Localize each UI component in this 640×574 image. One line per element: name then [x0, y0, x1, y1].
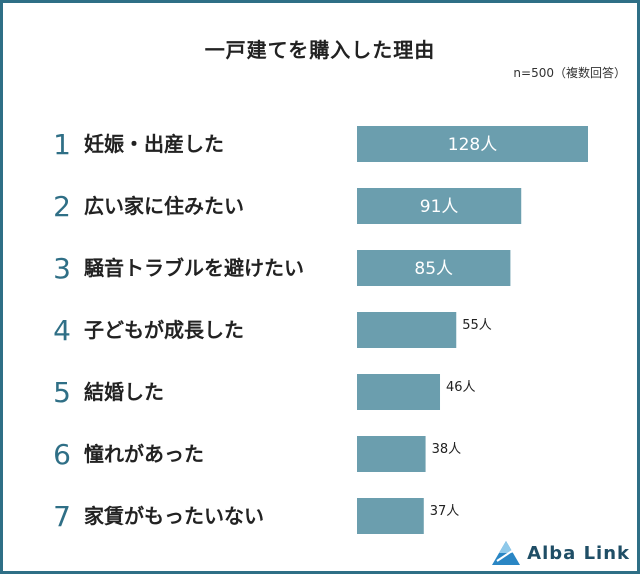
- bar: [357, 436, 426, 472]
- bar: [357, 250, 511, 286]
- category-label: 憧れがあった: [84, 442, 204, 466]
- rank-number: 5: [53, 376, 71, 409]
- brand-name: Alba Link: [527, 542, 630, 564]
- bar: [357, 498, 424, 534]
- brand-logo: Alba Link: [491, 540, 630, 566]
- rank-number: 4: [53, 314, 71, 347]
- category-label: 子どもが成長した: [84, 318, 244, 342]
- chart-title: 一戸建てを購入した理由: [204, 38, 436, 62]
- data-label: 37人: [430, 504, 460, 519]
- bar: [357, 126, 588, 162]
- bar: [357, 312, 457, 348]
- data-label: 38人: [432, 442, 462, 457]
- category-label: 結婚した: [84, 380, 164, 404]
- category-label: 家賃がもったいない: [84, 504, 264, 528]
- rank-number: 7: [53, 500, 71, 533]
- category-label: 妊娠・出産した: [84, 132, 224, 156]
- alba-link-logo-icon: [492, 541, 521, 565]
- data-label: 55人: [462, 318, 492, 333]
- category-label: 騒音トラブルを避けたい: [83, 256, 304, 280]
- data-label: 128人: [448, 135, 497, 155]
- bar: [357, 188, 522, 224]
- data-label: 46人: [446, 380, 476, 395]
- rank-number: 3: [53, 252, 71, 285]
- data-label: 85人: [414, 259, 453, 279]
- rank-number: 2: [53, 190, 71, 223]
- data-label: 91人: [420, 197, 459, 217]
- category-label: 広い家に住みたい: [84, 194, 244, 218]
- rank-number: 6: [53, 438, 71, 471]
- sample-size-note: n=500（複数回答）: [513, 66, 626, 80]
- rank-number: 1: [53, 128, 71, 161]
- bar: [357, 374, 441, 410]
